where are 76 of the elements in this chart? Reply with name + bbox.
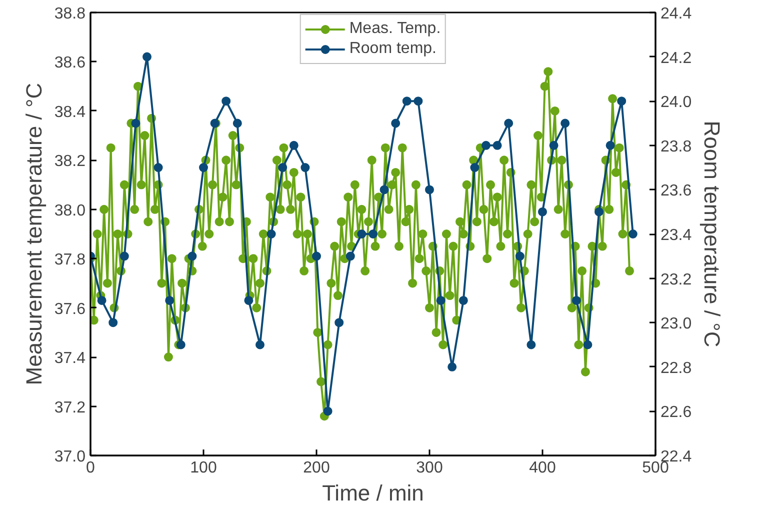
y-tick-label: 38.6 bbox=[54, 54, 86, 72]
x-tick-label: 300 bbox=[416, 460, 443, 476]
y2-axis-title: Room temperature / °C bbox=[700, 120, 725, 348]
point bbox=[560, 118, 570, 128]
point bbox=[368, 230, 378, 238]
y2-tick-label: 22.6 bbox=[660, 404, 692, 422]
y-tick-label: 38.8 bbox=[54, 6, 86, 22]
point bbox=[108, 318, 118, 328]
legend-label: Room temp. bbox=[349, 40, 436, 58]
y-tick-label: 37.0 bbox=[54, 448, 86, 466]
point bbox=[323, 406, 332, 416]
y-tick-label: 37.2 bbox=[54, 399, 86, 416]
point bbox=[515, 252, 524, 261]
point bbox=[436, 296, 446, 305]
point bbox=[334, 318, 344, 328]
x-axis-title: Time / min bbox=[322, 480, 424, 506]
point bbox=[312, 252, 321, 261]
point bbox=[482, 140, 490, 150]
point bbox=[391, 118, 400, 128]
point bbox=[266, 230, 276, 238]
y2-tick-label: 22.8 bbox=[660, 360, 692, 377]
x-tick-label: 100 bbox=[190, 460, 217, 476]
point bbox=[380, 185, 389, 194]
point bbox=[572, 296, 581, 305]
point bbox=[538, 207, 547, 216]
point bbox=[300, 163, 310, 172]
point bbox=[142, 52, 152, 62]
point bbox=[346, 252, 355, 261]
point bbox=[504, 118, 514, 128]
y-tick-label: 38.4 bbox=[54, 104, 86, 121]
y-tick-label: 37.8 bbox=[54, 252, 86, 269]
y2-tick-label: 24.0 bbox=[660, 94, 692, 112]
point bbox=[165, 296, 174, 305]
point bbox=[470, 163, 480, 172]
point bbox=[402, 96, 412, 106]
point bbox=[199, 163, 208, 172]
y-axis-title: Measurement temperature / °C bbox=[21, 82, 46, 386]
legend-label: Meas. Temp. bbox=[349, 20, 441, 38]
x-tick-label: 400 bbox=[529, 460, 556, 476]
x-tick-label: 0 bbox=[86, 460, 96, 476]
y-tick-label: 38.2 bbox=[54, 153, 86, 170]
y2-tick-label: 23.8 bbox=[660, 138, 692, 156]
point bbox=[594, 207, 604, 216]
point bbox=[357, 230, 366, 238]
y2-tick-label: 24.4 bbox=[660, 6, 692, 22]
point bbox=[606, 140, 615, 150]
y2-tick-label: 23.2 bbox=[660, 271, 692, 288]
y2-tick-label: 23.6 bbox=[660, 182, 692, 200]
y2-tick-label: 23.4 bbox=[660, 227, 692, 244]
point bbox=[526, 340, 536, 350]
point bbox=[617, 96, 626, 106]
point bbox=[289, 140, 298, 150]
point bbox=[492, 140, 502, 150]
point bbox=[97, 296, 106, 305]
point bbox=[628, 230, 638, 238]
point bbox=[154, 163, 163, 172]
point bbox=[448, 362, 457, 372]
point bbox=[222, 96, 231, 106]
y-tick-label: 38.0 bbox=[54, 202, 86, 220]
point bbox=[458, 296, 468, 305]
y2-tick-label: 24.2 bbox=[660, 50, 692, 67]
y-tick-label: 37.4 bbox=[54, 350, 86, 368]
point bbox=[232, 118, 242, 128]
point bbox=[188, 252, 197, 261]
point bbox=[256, 340, 264, 350]
point bbox=[131, 118, 140, 128]
point bbox=[425, 185, 434, 194]
point bbox=[278, 163, 288, 172]
y-tick-label: 37.6 bbox=[54, 300, 86, 318]
point bbox=[549, 140, 558, 150]
x-tick-label: 200 bbox=[303, 460, 330, 476]
y2-tick-label: 23.0 bbox=[660, 316, 692, 333]
point bbox=[583, 340, 592, 350]
point bbox=[120, 252, 129, 261]
point bbox=[244, 296, 254, 305]
point bbox=[414, 96, 423, 106]
